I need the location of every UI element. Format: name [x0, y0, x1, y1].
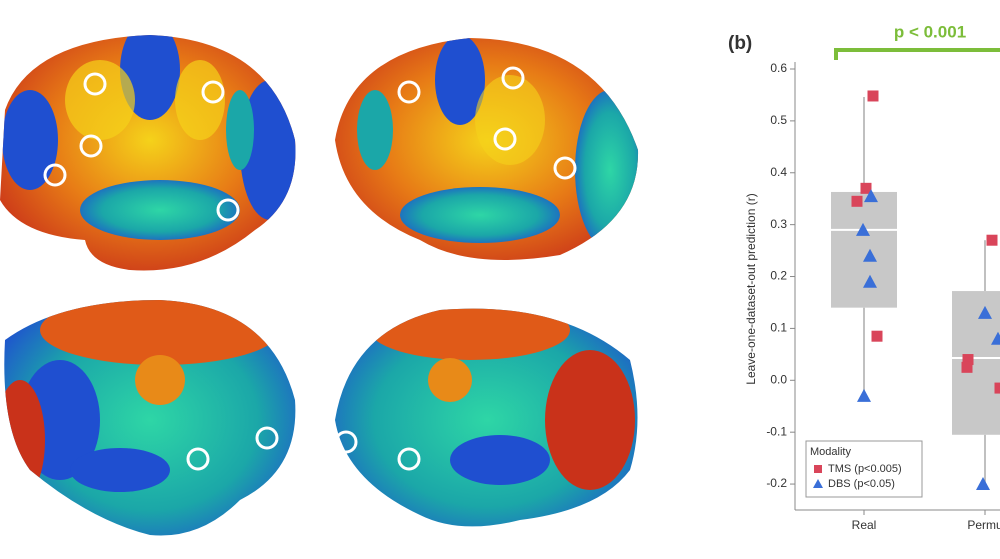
data-point [851, 195, 863, 207]
legend-label: TMS (p<0.005) [828, 463, 902, 475]
data-point [976, 477, 990, 491]
data-point [860, 182, 872, 194]
data-point [986, 234, 998, 246]
data-point [962, 354, 974, 366]
data-point [867, 90, 879, 102]
data-point [961, 361, 973, 373]
y-tick-label: 0.0 [770, 372, 787, 386]
data-point [991, 331, 1000, 345]
y-axis-label: Leave-one-dataset-out prediction (r) [744, 193, 758, 384]
y-tick-label: -0.2 [766, 476, 787, 490]
y-tick-label: 0.6 [770, 61, 787, 75]
box [952, 291, 1000, 435]
x-tick-label: Real [852, 518, 877, 532]
y-tick-label: -0.1 [766, 424, 787, 438]
data-point [978, 305, 992, 319]
significance-label: p < 0.001 [894, 22, 966, 41]
legend-marker [813, 479, 823, 488]
panel-label: (b) [728, 33, 752, 54]
data-point [856, 222, 870, 236]
y-tick-label: 0.2 [770, 269, 787, 283]
legend-box [805, 440, 923, 498]
data-point [857, 388, 871, 402]
legend-label: DBS (p<0.05) [828, 478, 895, 490]
data-point [863, 248, 877, 262]
data-point [864, 189, 878, 203]
legend-marker [814, 465, 822, 473]
significance-bracket [834, 48, 1000, 60]
x-tick-label: Permu [967, 518, 1000, 532]
legend: Modality TMS (p<0.005) DBS (p<0.05) [805, 440, 923, 498]
y-tick-label: 0.4 [770, 165, 787, 179]
y-tick-label: 0.3 [770, 217, 787, 231]
box [831, 191, 897, 308]
y-tick-label: 0.1 [770, 321, 787, 335]
brain-images [0, 35, 639, 536]
legend-title: Modality [810, 446, 851, 458]
y-tick-label: 0.5 [770, 113, 787, 127]
data-point [871, 330, 883, 342]
data-point [863, 274, 877, 288]
data-point [994, 382, 1000, 394]
